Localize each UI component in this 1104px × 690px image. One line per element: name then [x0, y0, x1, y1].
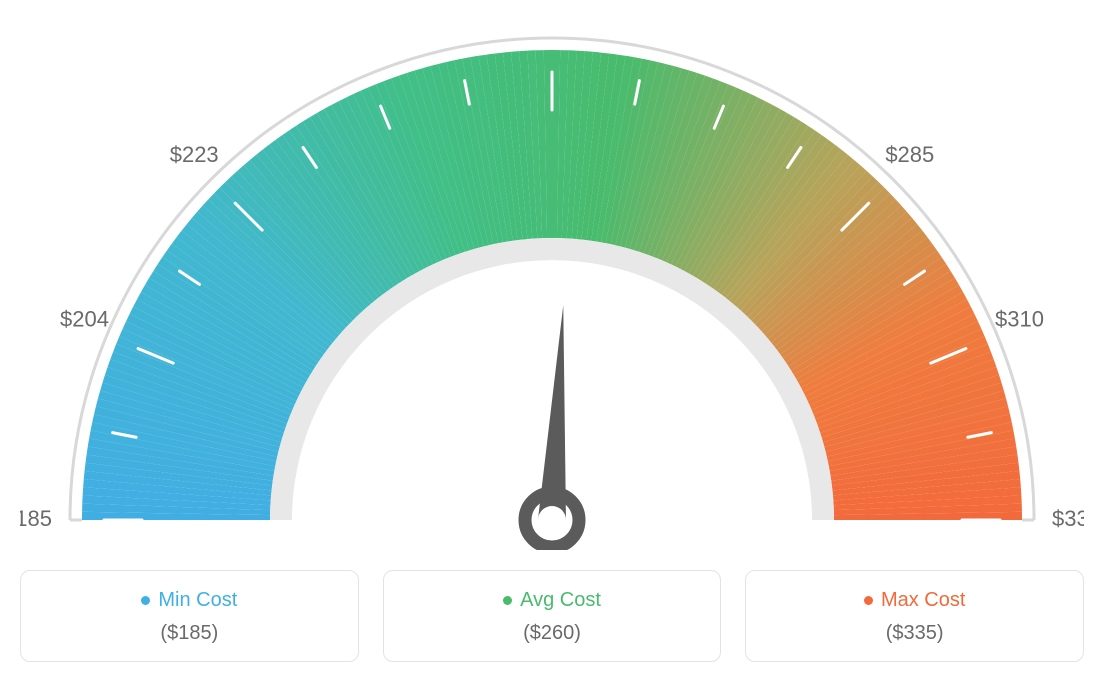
legend-title: Min Cost [141, 589, 237, 612]
legend-title: Max Cost [864, 589, 965, 612]
legend-dot-icon [864, 596, 873, 605]
legend-value: ($260) [394, 622, 711, 645]
gauge-scale-label: $335 [1052, 506, 1084, 531]
legend-dot-icon [141, 596, 150, 605]
legend-card: Avg Cost ($260) [383, 570, 722, 662]
gauge-scale-label: $310 [995, 306, 1044, 331]
legend-row: Min Cost ($185) Avg Cost ($260) Max Cost ($33… [20, 570, 1084, 662]
gauge-scale-label: $185 [20, 506, 52, 531]
cost-gauge-chart: $185$204$223$260$285$310$335 [20, 20, 1084, 550]
legend-card: Max Cost ($335) [745, 570, 1084, 662]
gauge-scale-label: $223 [170, 142, 219, 167]
legend-value: ($335) [756, 622, 1073, 645]
gauge-scale-label: $285 [885, 142, 934, 167]
needle-hub-hole [538, 506, 566, 534]
legend-value: ($185) [31, 622, 348, 645]
gauge-svg: $185$204$223$260$285$310$335 [20, 20, 1084, 550]
legend-label: Min Cost [158, 589, 237, 612]
gauge-scale-label: $204 [60, 306, 109, 331]
legend-title: Avg Cost [503, 589, 601, 612]
legend-label: Avg Cost [520, 589, 601, 612]
legend-dot-icon [503, 596, 512, 605]
legend-card: Min Cost ($185) [20, 570, 359, 662]
legend-label: Max Cost [881, 589, 965, 612]
